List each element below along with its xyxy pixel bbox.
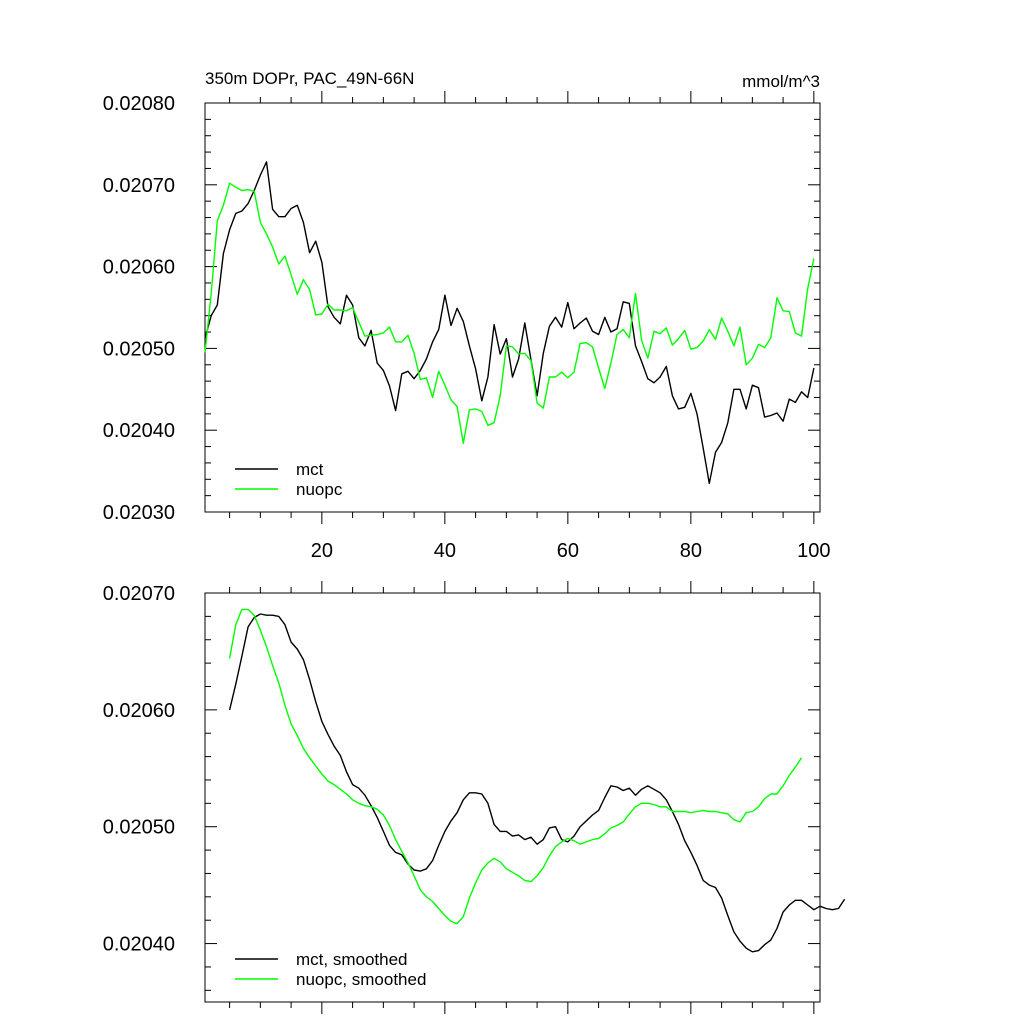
top-plot-frame: [204, 102, 821, 513]
top-chart-title: 350m DOPr, PAC_49N-66N: [205, 69, 414, 88]
top-chart-units: mmol/m^3: [742, 72, 820, 91]
y-tick-label: 0.02040: [103, 420, 175, 442]
y-tick-label: 0.02040: [103, 934, 175, 956]
bottom-plot-frame: [204, 592, 821, 1003]
series-line-mct: [204, 161, 815, 485]
x-tick-label: 40: [434, 540, 456, 562]
legend-label: nuopc: [296, 480, 343, 499]
bottom-tick-marks: [205, 581, 820, 1014]
series-line-mct-smoothed: [228, 613, 846, 953]
x-tick-label: 60: [557, 540, 579, 562]
legend-label: nuopc, smoothed: [296, 970, 426, 989]
legend-label: mct, smoothed: [296, 950, 408, 969]
y-tick-label: 0.02080: [103, 93, 175, 115]
top-series-lines: [204, 161, 815, 485]
y-tick-label: 0.02070: [103, 583, 175, 605]
bottom-y-tick-labels: 0.02040 0.02050 0.02060 0.02070: [103, 583, 175, 956]
y-tick-label: 0.02060: [103, 257, 175, 279]
x-tick-label: 100: [797, 540, 830, 562]
y-tick-label: 0.02060: [103, 700, 175, 722]
legend-label: mct: [296, 460, 324, 479]
y-tick-label: 0.02070: [103, 175, 175, 197]
y-tick-label: 0.02050: [103, 338, 175, 360]
series-line-nuopc: [204, 182, 815, 444]
series-line-nuopc-smoothed: [228, 608, 803, 925]
x-tick-label: 20: [311, 540, 333, 562]
top-y-tick-labels: 0.02030 0.02040 0.02050 0.02060 0.02070 0.020…: [103, 93, 175, 524]
y-tick-label: 0.02030: [103, 502, 175, 524]
y-tick-label: 0.02050: [103, 817, 175, 839]
top-x-tick-labels: 20 40 60 80 100: [311, 540, 831, 562]
top-panel: 350m DOPr, PAC_49N-66N mmol/m^3 0.020300…: [103, 69, 831, 562]
x-tick-label: 80: [680, 540, 702, 562]
bottom-series-lines: [228, 608, 846, 953]
bottom-panel: 0.02040 0.02050 0.02060 0.02070 mct, smooth…: [103, 581, 846, 1014]
top-tick-marks: [205, 91, 820, 524]
